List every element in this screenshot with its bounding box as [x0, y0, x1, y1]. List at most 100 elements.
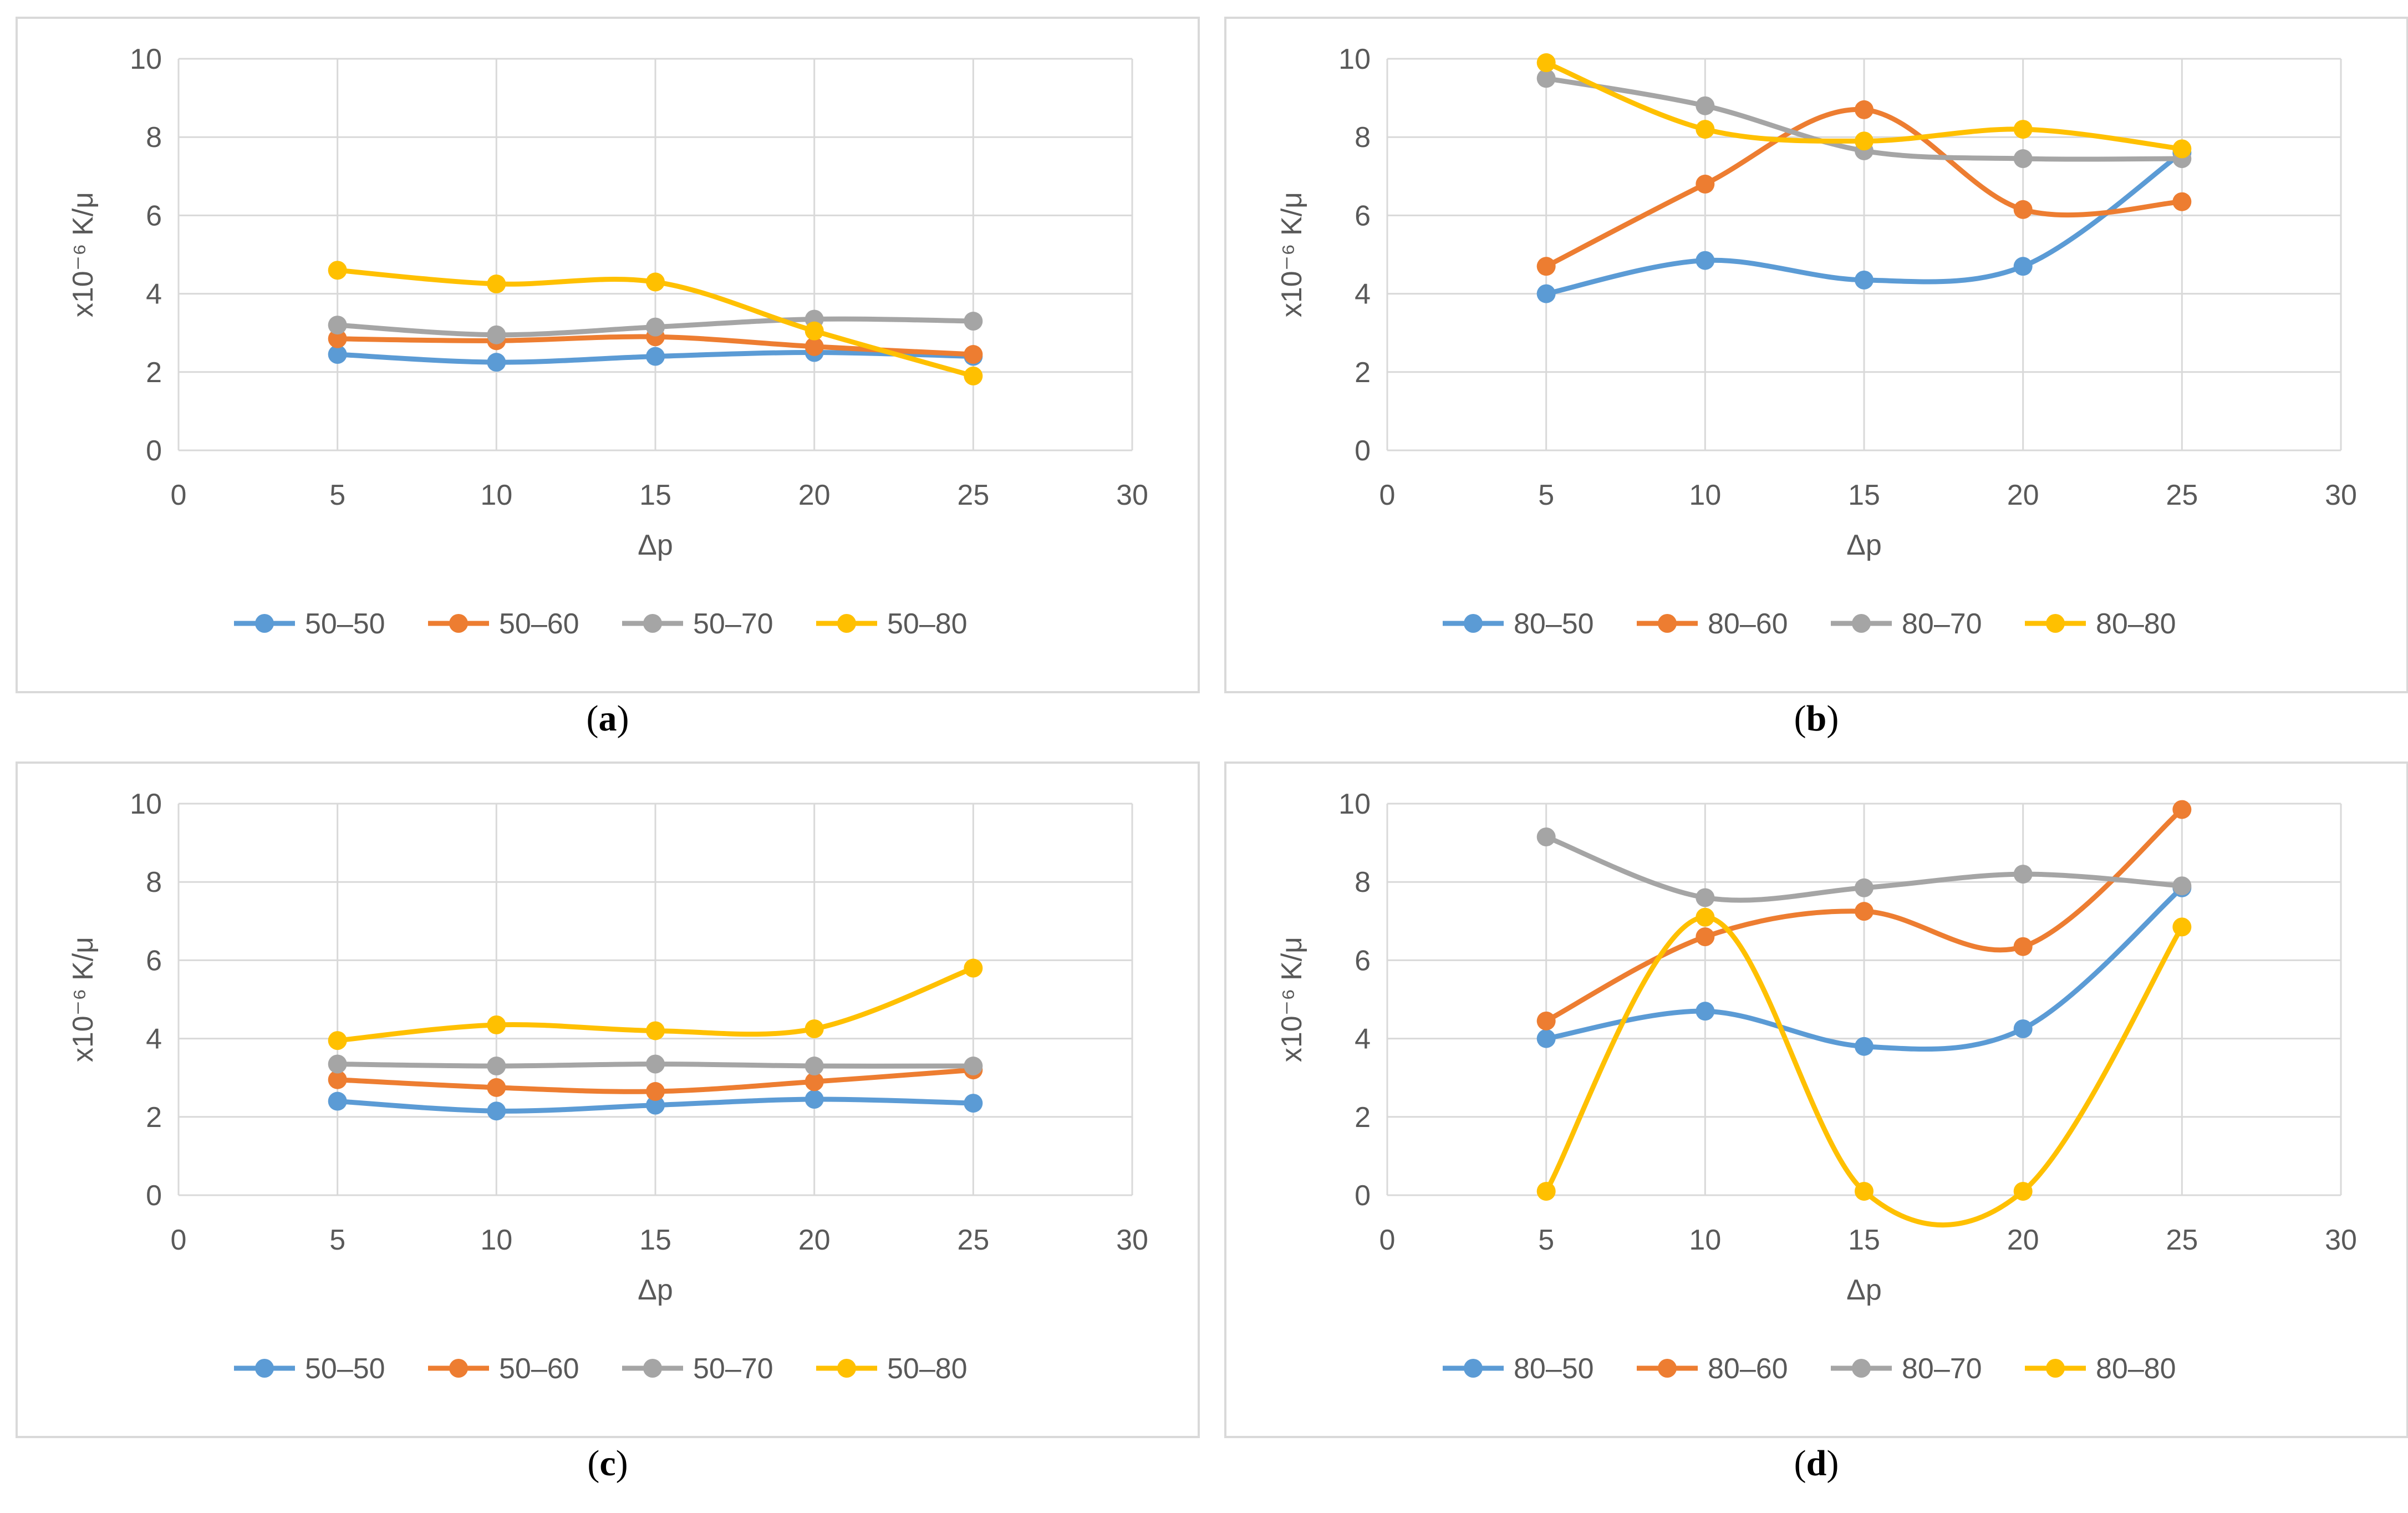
- x-tick-label: 20: [2007, 1224, 2039, 1256]
- chart-d-frame: 0 2 4 6 8 10 0 5 10 15 20 25 30 Δp x10⁻⁶ K/μ 80–50 80–60…: [1224, 761, 2408, 1438]
- legend-label: 50–70: [693, 608, 773, 640]
- data-point: [964, 1094, 983, 1113]
- y-tick-label: 2: [1355, 1101, 1371, 1134]
- data-point: [328, 1091, 347, 1111]
- data-point: [328, 1031, 347, 1050]
- y-tick-label: 8: [146, 866, 162, 898]
- data-point: [1536, 1181, 1556, 1201]
- x-tick-label: 10: [1689, 1224, 1721, 1256]
- x-tick-label: 20: [798, 1224, 831, 1256]
- data-point: [646, 1082, 665, 1101]
- y-tick-label: 10: [130, 43, 162, 75]
- legend-label: 50–70: [693, 1353, 773, 1385]
- legend-marker: [255, 614, 274, 633]
- data-point: [805, 1019, 824, 1038]
- panel-d: 0 2 4 6 8 10 0 5 10 15 20 25 30 Δp x10⁻⁶ K/μ 80–50 80–60…: [1224, 761, 2408, 1507]
- series-line-80–80: [1544, 915, 2185, 1228]
- data-point: [2172, 876, 2192, 896]
- legend-label: 50–60: [499, 1353, 579, 1385]
- y-axis-title: x10⁻⁶ K/μ: [1276, 937, 1308, 1062]
- chart-b-frame: 0 2 4 6 8 10 0 5 10 15 20 25 30 Δp x10⁻⁶ K/μ 80–50 80–60…: [1224, 17, 2408, 693]
- data-point: [1696, 888, 1715, 907]
- y-tick-label: 2: [1355, 357, 1371, 389]
- legend-marker: [643, 614, 662, 633]
- data-point: [805, 1090, 824, 1109]
- data-point: [1536, 827, 1556, 847]
- data-point: [1855, 902, 1874, 921]
- x-tick-label: 10: [480, 479, 512, 511]
- legend-marker: [1658, 614, 1677, 633]
- data-point: [2013, 865, 2033, 884]
- data-point: [646, 1021, 665, 1040]
- legend-label: 80–60: [1708, 608, 1788, 640]
- legend-marker: [1658, 1359, 1677, 1378]
- data-point: [2013, 200, 2033, 219]
- legend-marker: [1852, 614, 1871, 633]
- data-point: [805, 1072, 824, 1091]
- legend-label: 80–80: [2096, 1353, 2176, 1385]
- panel-a: 0 2 4 6 8 10 0 5 10 15 20 25 30 Δp x10⁻⁶ K/μ 50–50 50–60…: [16, 17, 1202, 763]
- chart-a: 0 2 4 6 8 10 0 5 10 15 20 25 30 Δp x10⁻⁶ K/μ 50–50 50–60…: [67, 43, 1148, 640]
- data-point: [805, 337, 824, 356]
- caption-a: (a): [586, 698, 629, 739]
- x-tick-label: 25: [957, 1224, 989, 1256]
- x-axis-title: Δp: [1846, 1274, 1882, 1306]
- y-tick-label: 8: [146, 121, 162, 154]
- x-axis-title: Δp: [1846, 529, 1882, 561]
- legend-marker: [449, 1359, 468, 1378]
- y-tick-label: 0: [1355, 1180, 1371, 1212]
- y-tick-label: 6: [146, 945, 162, 977]
- x-tick-label: 10: [480, 1224, 512, 1256]
- caption-c: (c): [587, 1443, 628, 1484]
- chart-a-frame: 0 2 4 6 8 10 0 5 10 15 20 25 30 Δp x10⁻⁶ K/μ 50–50 50–60…: [16, 17, 1200, 693]
- data-point: [646, 347, 665, 366]
- legend-label: 50–60: [499, 608, 579, 640]
- data-point: [1536, 69, 1556, 88]
- x-tick-label: 5: [1538, 1224, 1554, 1256]
- legend-marker: [643, 1359, 662, 1378]
- y-tick-label: 8: [1355, 121, 1371, 154]
- y-tick-label: 0: [146, 1180, 162, 1212]
- y-tick-label: 10: [1338, 788, 1371, 820]
- legend-label: 80–60: [1708, 1353, 1788, 1385]
- x-tick-label: 25: [2166, 479, 2198, 511]
- x-axis-title: Δp: [638, 529, 673, 561]
- chart-c-frame: 0 2 4 6 8 10 0 5 10 15 20 25 30 Δp x10⁻⁶ K/μ 50–50 50–60…: [16, 761, 1200, 1438]
- data-point: [487, 1078, 506, 1097]
- y-tick-label: 2: [146, 357, 162, 389]
- data-point: [2172, 917, 2192, 937]
- data-point: [328, 345, 347, 364]
- y-tick-label: 2: [146, 1101, 162, 1134]
- data-point: [487, 1057, 506, 1076]
- data-point: [1696, 174, 1715, 194]
- data-point: [964, 958, 983, 978]
- data-point: [487, 1015, 506, 1034]
- data-point: [2013, 120, 2033, 139]
- data-point: [2013, 1181, 2033, 1201]
- legend-label: 80–70: [1902, 608, 1982, 640]
- x-tick-label: 25: [957, 479, 989, 511]
- data-point: [487, 353, 506, 372]
- x-tick-label: 30: [2325, 479, 2357, 511]
- y-tick-label: 6: [1355, 200, 1371, 232]
- legend-marker: [837, 614, 856, 633]
- x-tick-label: 20: [2007, 479, 2039, 511]
- data-point: [1536, 1011, 1556, 1030]
- y-tick-label: 4: [146, 278, 162, 311]
- data-point: [964, 1057, 983, 1076]
- data-point: [1536, 284, 1556, 303]
- data-point: [2172, 139, 2192, 159]
- data-point: [2013, 1019, 2033, 1038]
- data-point: [1855, 878, 1874, 897]
- x-tick-label: 0: [1379, 479, 1396, 511]
- data-point: [1696, 251, 1715, 270]
- legend-marker: [255, 1359, 274, 1378]
- data-point: [328, 1070, 347, 1089]
- y-tick-label: 0: [1355, 435, 1371, 467]
- data-point: [1855, 1181, 1874, 1201]
- y-axis-title: x10⁻⁶ K/μ: [1276, 192, 1308, 317]
- legend-marker: [449, 614, 468, 633]
- data-point: [1855, 270, 1874, 290]
- chart-b: 0 2 4 6 8 10 0 5 10 15 20 25 30 Δp x10⁻⁶ K/μ 80–50 80–60…: [1276, 43, 2357, 640]
- legend-marker: [1852, 1359, 1871, 1378]
